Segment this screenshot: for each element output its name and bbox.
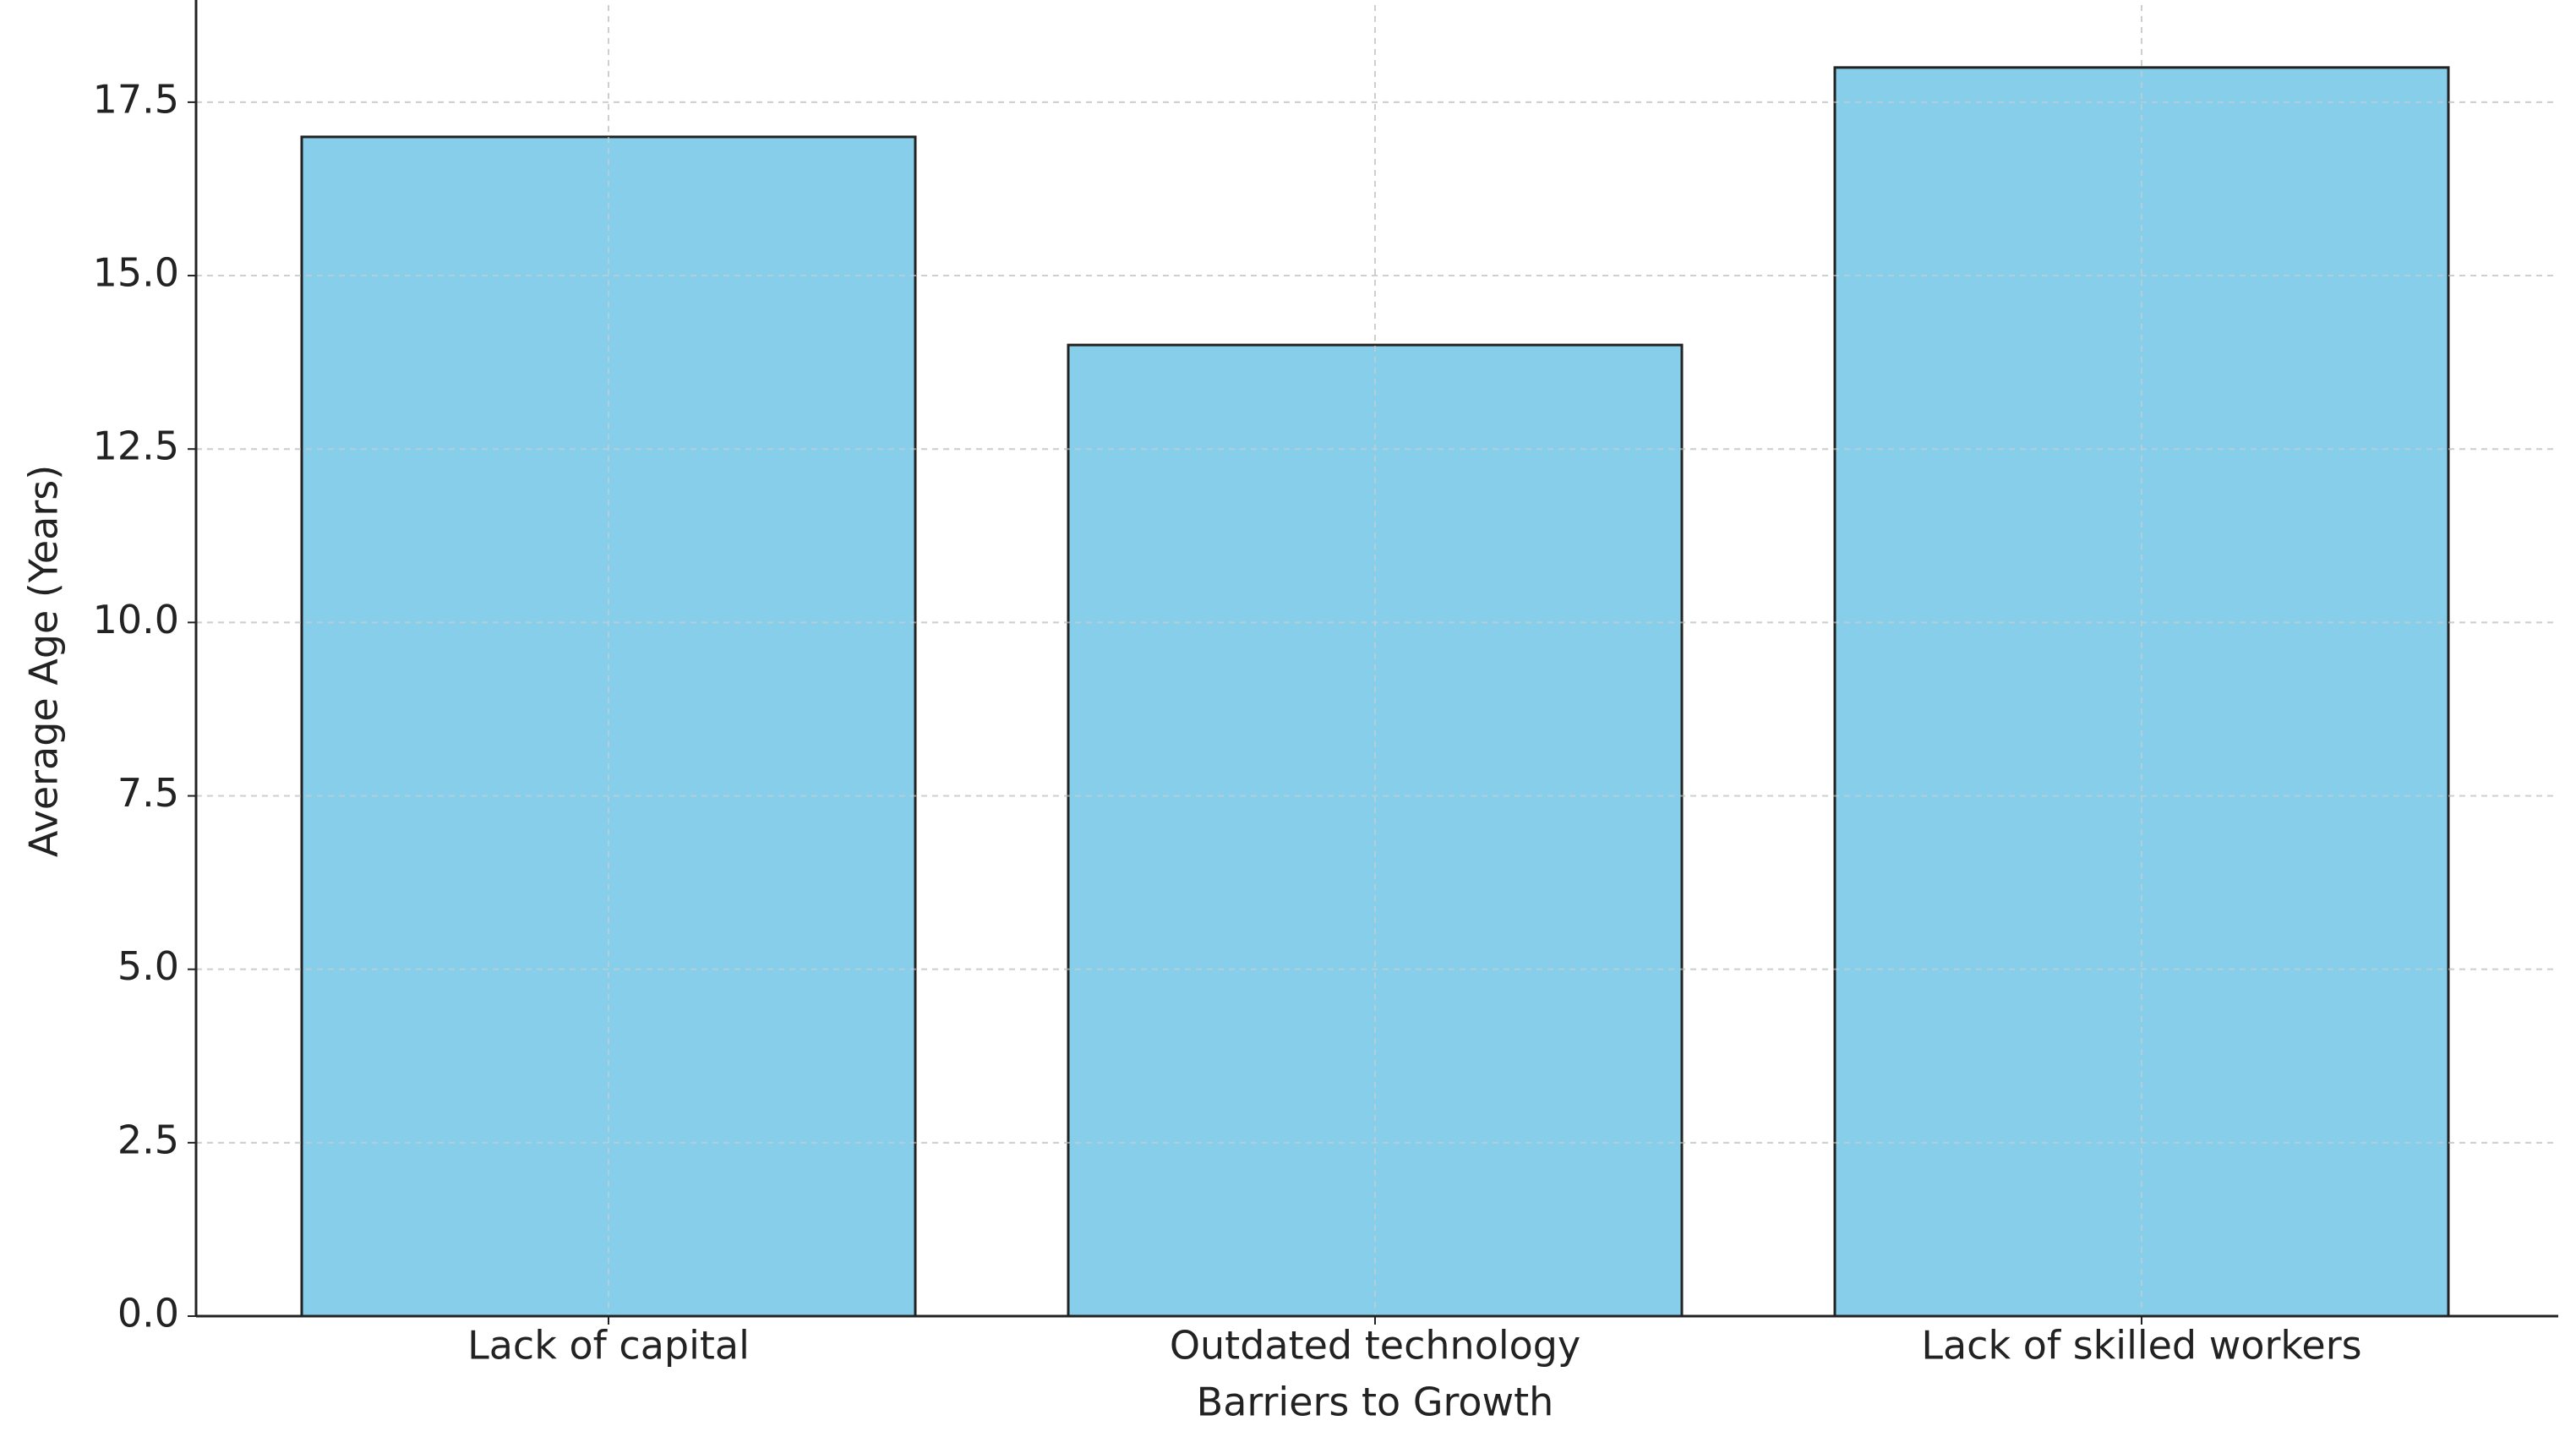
y-tick-label: 15.0 <box>93 250 179 296</box>
x-tick-label: Outdated technology <box>1170 1323 1580 1369</box>
y-tick-label: 5.0 <box>117 943 179 989</box>
x-tick-label: Lack of capital <box>467 1323 750 1369</box>
y-tick-label: 0.0 <box>117 1291 179 1336</box>
y-tick-label: 10.0 <box>93 597 179 642</box>
y-tick-label: 2.5 <box>117 1117 179 1162</box>
x-axis-label: Barriers to Growth <box>1197 1380 1554 1425</box>
y-tick-label: 12.5 <box>93 423 179 469</box>
y-tick-label: 7.5 <box>117 770 179 816</box>
x-tick-label: Lack of skilled workers <box>1921 1323 2361 1369</box>
y-axis-label: Average Age (Years) <box>21 465 67 857</box>
y-tick-label: 17.5 <box>93 76 179 122</box>
